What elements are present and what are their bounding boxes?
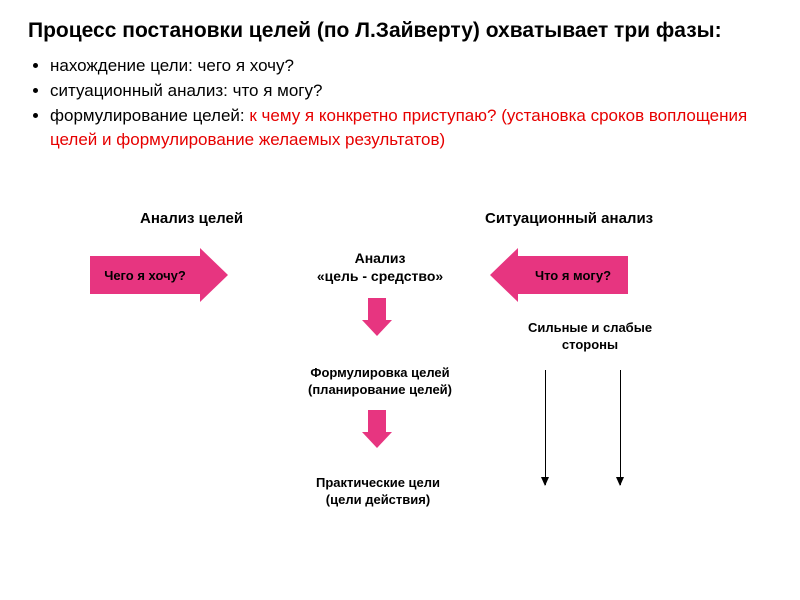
arrow-head-down-icon (362, 320, 392, 336)
center-mid-line2: (планирование целей) (308, 382, 452, 397)
center-top-label: Анализ «цель - средство» (305, 250, 455, 285)
right-sub-line2: стороны (562, 337, 618, 352)
arrow-head-left-icon (490, 248, 518, 302)
right-arrow-label: Что я могу? (518, 256, 628, 294)
left-heading: Анализ целей (140, 210, 243, 227)
center-bot-line1: Практические цели (316, 475, 440, 490)
thin-arrow-2 (620, 370, 621, 485)
arrow-head-down-icon (362, 432, 392, 448)
diagram-stage: Анализ целей Ситуационный анализ Чего я … (0, 0, 800, 600)
thin-arrow-1 (545, 370, 546, 485)
right-heading: Ситуационный анализ (485, 210, 653, 227)
center-mid-line1: Формулировка целей (310, 365, 449, 380)
left-arrow-label: Чего я хочу? (90, 256, 200, 294)
arrow-head-right-icon (200, 248, 228, 302)
right-sub-label: Сильные и слабые стороны (510, 320, 670, 354)
left-arrow: Чего я хочу? (90, 248, 228, 302)
down-arrow-1 (362, 298, 392, 336)
center-mid-label: Формулировка целей (планирование целей) (290, 365, 470, 399)
right-sub-line1: Сильные и слабые (528, 320, 652, 335)
arrow-shaft-icon (368, 410, 386, 432)
arrow-shaft-icon (368, 298, 386, 320)
center-top-line1: Анализ (355, 250, 406, 266)
center-top-line2: «цель - средство» (317, 268, 443, 284)
center-bottom-label: Практические цели (цели действия) (298, 475, 458, 509)
down-arrow-2 (362, 410, 392, 448)
right-arrow: Что я могу? (490, 248, 628, 302)
center-bot-line2: (цели действия) (326, 492, 430, 507)
